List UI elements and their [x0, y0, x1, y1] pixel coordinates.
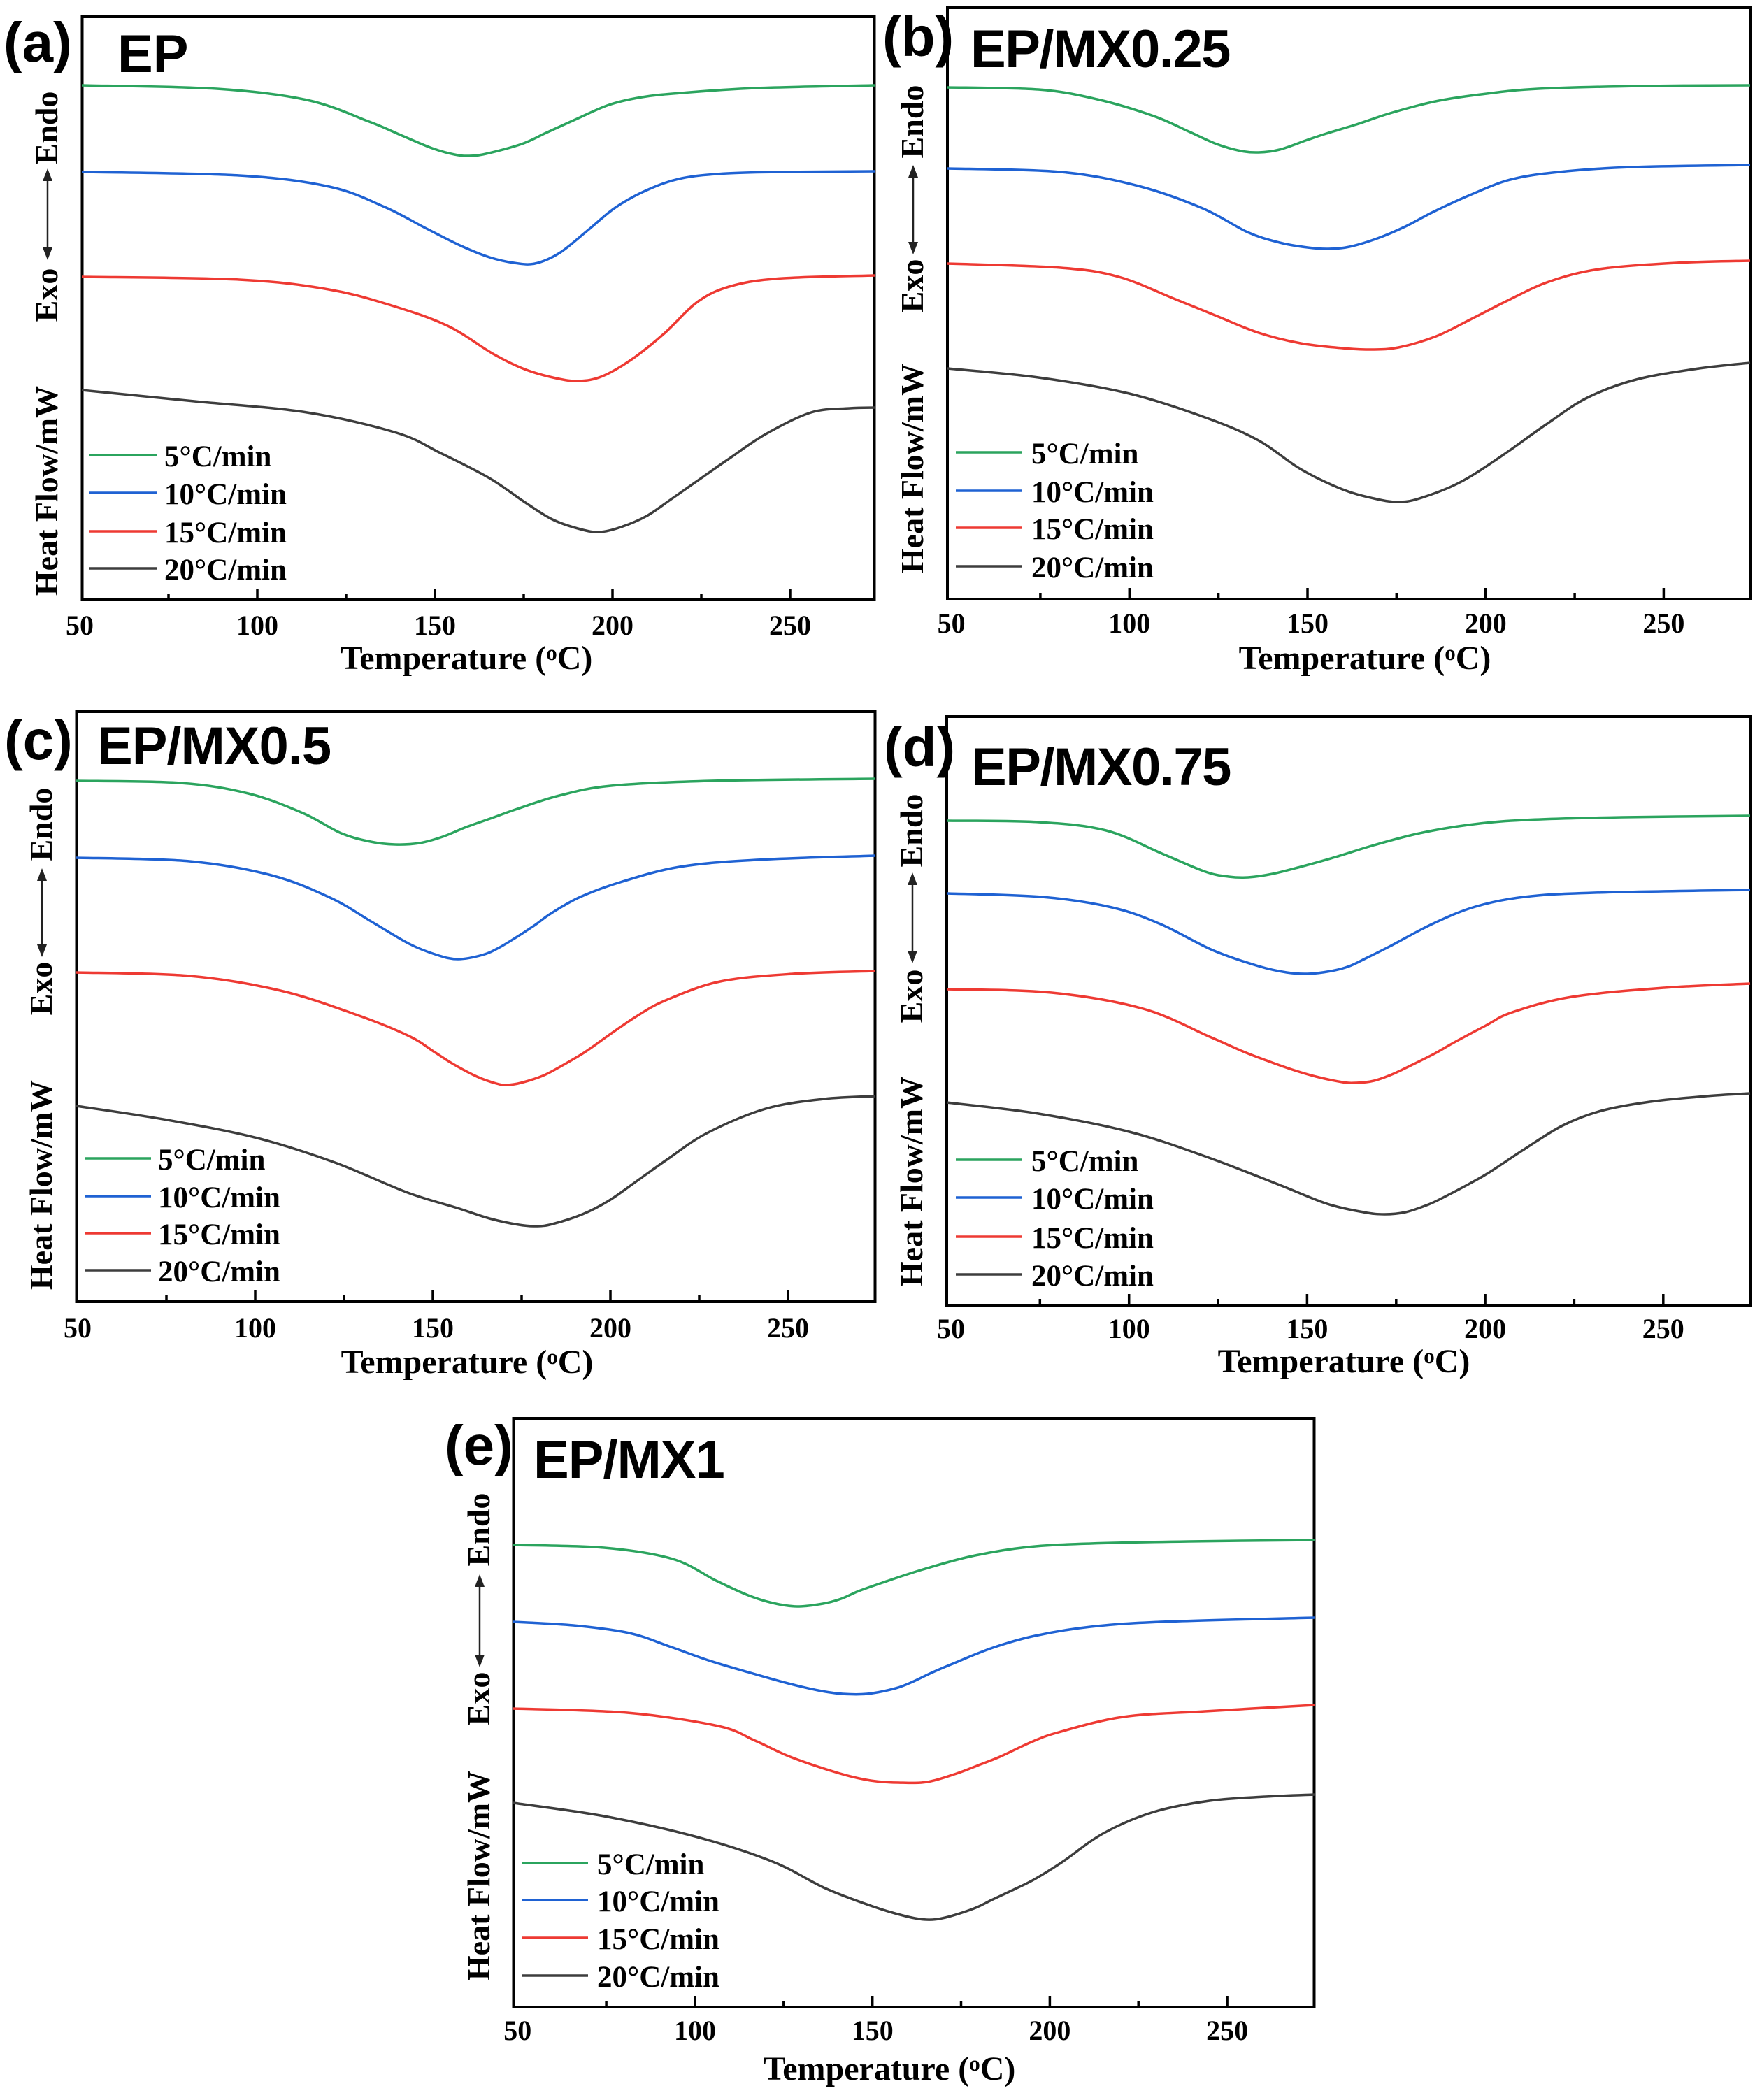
svg-text:Heat Flow/mW: Heat Flow/mW: [894, 1077, 929, 1286]
svg-text:20°C/min: 20°C/min: [158, 1256, 280, 1288]
svg-text:(c): (c): [4, 709, 73, 771]
svg-text:150: 150: [414, 610, 456, 641]
svg-text:200: 200: [592, 610, 633, 641]
svg-text:5°C/min: 5°C/min: [597, 1848, 704, 1881]
svg-text:50: 50: [503, 2015, 531, 2046]
svg-text:250: 250: [769, 610, 811, 641]
svg-text:10°C/min: 10°C/min: [597, 1885, 719, 1918]
svg-text:Exo: Exo: [23, 962, 59, 1016]
svg-text:200: 200: [1464, 1313, 1506, 1344]
svg-text:Heat Flow/mW: Heat Flow/mW: [894, 364, 930, 573]
svg-text:Exo: Exo: [461, 1672, 496, 1726]
svg-text:20°C/min: 20°C/min: [1031, 552, 1154, 584]
svg-text:(a): (a): [3, 11, 72, 73]
svg-text:200: 200: [1465, 607, 1507, 639]
svg-text:Endo: Endo: [29, 92, 64, 165]
svg-text:Exo: Exo: [29, 268, 64, 322]
svg-text:10°C/min: 10°C/min: [1031, 1183, 1154, 1216]
svg-text:EP/MX1: EP/MX1: [533, 1430, 724, 1490]
svg-text:Endo: Endo: [894, 85, 930, 159]
svg-text:Heat Flow/mW: Heat Flow/mW: [23, 1080, 59, 1290]
svg-text:(d): (d): [884, 716, 955, 778]
svg-text:100: 100: [234, 1312, 276, 1344]
svg-text:200: 200: [589, 1312, 631, 1344]
svg-text:10°C/min: 10°C/min: [158, 1181, 280, 1214]
svg-text:20°C/min: 20°C/min: [1031, 1260, 1154, 1293]
svg-text:Temperature (oC): Temperature (oC): [764, 2050, 1016, 2087]
svg-text:(e): (e): [445, 1414, 513, 1476]
svg-text:5°C/min: 5°C/min: [1031, 1145, 1138, 1178]
svg-text:Temperature (oC): Temperature (oC): [1239, 640, 1491, 677]
svg-text:250: 250: [767, 1312, 809, 1344]
svg-text:Heat Flow/mW: Heat Flow/mW: [29, 386, 64, 596]
svg-text:15°C/min: 15°C/min: [158, 1218, 280, 1251]
svg-text:250: 250: [1206, 2015, 1248, 2046]
svg-text:5°C/min: 5°C/min: [164, 440, 271, 473]
svg-text:Exo: Exo: [894, 970, 929, 1023]
svg-text:Heat Flow/mW: Heat Flow/mW: [461, 1771, 496, 1980]
svg-text:20°C/min: 20°C/min: [164, 554, 287, 587]
svg-text:EP/MX0.75: EP/MX0.75: [971, 738, 1231, 797]
svg-text:(b): (b): [882, 6, 954, 68]
svg-text:150: 150: [1286, 1313, 1328, 1344]
svg-text:10°C/min: 10°C/min: [164, 478, 287, 511]
svg-text:Exo: Exo: [894, 259, 930, 313]
svg-text:Temperature (oC): Temperature (oC): [341, 1344, 594, 1381]
svg-text:15°C/min: 15°C/min: [597, 1923, 719, 1956]
svg-text:150: 150: [412, 1312, 454, 1344]
svg-text:Temperature (oC): Temperature (oC): [341, 640, 593, 677]
svg-text:250: 250: [1642, 607, 1684, 639]
svg-text:100: 100: [1108, 607, 1150, 639]
svg-text:EP/MX0.5: EP/MX0.5: [97, 717, 331, 776]
svg-text:50: 50: [66, 610, 94, 641]
svg-text:EP/MX0.25: EP/MX0.25: [970, 20, 1230, 79]
svg-text:150: 150: [1287, 607, 1328, 639]
svg-text:Endo: Endo: [461, 1493, 496, 1567]
svg-text:100: 100: [236, 610, 278, 641]
svg-text:Endo: Endo: [23, 788, 59, 861]
svg-text:15°C/min: 15°C/min: [1031, 513, 1154, 546]
svg-text:50: 50: [937, 1313, 965, 1344]
svg-text:EP: EP: [117, 24, 188, 84]
svg-text:20°C/min: 20°C/min: [597, 1961, 719, 1994]
svg-text:5°C/min: 5°C/min: [1031, 438, 1138, 470]
svg-text:200: 200: [1029, 2015, 1070, 2046]
svg-text:10°C/min: 10°C/min: [1031, 476, 1154, 509]
svg-text:100: 100: [674, 2015, 716, 2046]
svg-text:Temperature (oC): Temperature (oC): [1218, 1343, 1470, 1380]
svg-text:15°C/min: 15°C/min: [1031, 1222, 1154, 1255]
svg-text:50: 50: [64, 1312, 92, 1344]
svg-text:250: 250: [1642, 1313, 1684, 1344]
svg-text:150: 150: [852, 2015, 894, 2046]
svg-text:100: 100: [1108, 1313, 1150, 1344]
svg-text:50: 50: [938, 607, 966, 639]
svg-text:Endo: Endo: [894, 794, 929, 868]
svg-text:15°C/min: 15°C/min: [164, 517, 287, 549]
svg-text:5°C/min: 5°C/min: [158, 1144, 265, 1177]
